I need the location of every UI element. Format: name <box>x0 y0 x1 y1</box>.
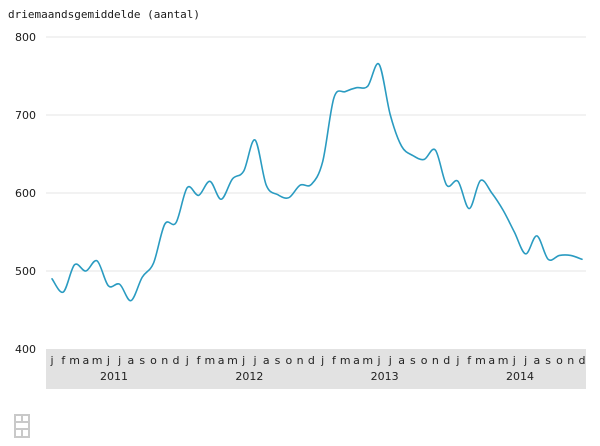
month-tick-label: d <box>308 354 315 367</box>
y-tick-label: 700 <box>15 109 36 122</box>
month-tick-label: j <box>185 354 189 367</box>
month-tick-label: j <box>523 354 527 367</box>
year-tick-label: 2012 <box>235 370 263 383</box>
month-tick-label: a <box>82 354 89 367</box>
month-tick-label: a <box>218 354 225 367</box>
gridlines <box>46 36 586 272</box>
series-line <box>51 62 583 302</box>
y-tick-label: 500 <box>15 265 36 278</box>
month-tick-label: j <box>455 354 459 367</box>
month-tick-label: j <box>117 354 121 367</box>
month-tick-label: n <box>297 354 304 367</box>
y-tick-label: 600 <box>15 187 36 200</box>
month-tick-label: j <box>241 354 245 367</box>
month-tick-label: n <box>432 354 439 367</box>
month-tick-label: o <box>150 354 157 367</box>
month-tick-label: a <box>534 354 541 367</box>
month-tick-label: j <box>388 354 392 367</box>
month-tick-label: m <box>498 354 509 367</box>
month-tick-label: a <box>263 354 270 367</box>
month-tick-label: o <box>556 354 563 367</box>
month-tick-label: s <box>275 354 281 367</box>
year-tick-labels: 2011 2012 2013 2014 <box>100 370 534 383</box>
y-tick-label: 400 <box>15 343 36 356</box>
y-tick-label: 800 <box>15 31 36 44</box>
month-tick-label: m <box>340 354 351 367</box>
month-tick-label: j <box>376 354 380 367</box>
month-tick-label: j <box>106 354 110 367</box>
month-tick-label: s <box>410 354 416 367</box>
month-tick-label: o <box>285 354 292 367</box>
month-tick-label: d <box>173 354 180 367</box>
month-tick-label: f <box>61 354 66 367</box>
month-tick-label: o <box>421 354 428 367</box>
month-tick-label: f <box>467 354 472 367</box>
month-tick-label: m <box>92 354 103 367</box>
month-tick-label: d <box>443 354 450 367</box>
month-tick-label: s <box>139 354 145 367</box>
month-tick-label: m <box>227 354 238 367</box>
month-tick-label: a <box>353 354 360 367</box>
month-tick-label: a <box>128 354 135 367</box>
month-tick-label: n <box>161 354 168 367</box>
month-tick-label: j <box>49 354 53 367</box>
month-tick-label: n <box>567 354 574 367</box>
x-axis-band <box>46 349 586 389</box>
month-tick-label: j <box>512 354 516 367</box>
year-tick-label: 2014 <box>506 370 534 383</box>
month-tick-label: j <box>320 354 324 367</box>
month-tick-label: m <box>362 354 373 367</box>
year-tick-label: 2011 <box>100 370 128 383</box>
month-tick-label: m <box>69 354 80 367</box>
year-tick-label: 2013 <box>371 370 399 383</box>
month-tick-label: d <box>579 354 586 367</box>
month-tick-label: s <box>545 354 551 367</box>
month-tick-label: a <box>488 354 495 367</box>
month-tick-label: f <box>332 354 337 367</box>
y-tick-labels: 400 500 600 700 800 <box>15 31 36 356</box>
month-tick-label: a <box>398 354 405 367</box>
month-tick-label: f <box>197 354 202 367</box>
month-tick-label: j <box>252 354 256 367</box>
y-axis-label: driemaandsgemiddelde (aantal) <box>8 8 200 21</box>
cbs-logo-icon <box>14 414 30 438</box>
month-tick-label: m <box>475 354 486 367</box>
month-tick-label: m <box>205 354 216 367</box>
